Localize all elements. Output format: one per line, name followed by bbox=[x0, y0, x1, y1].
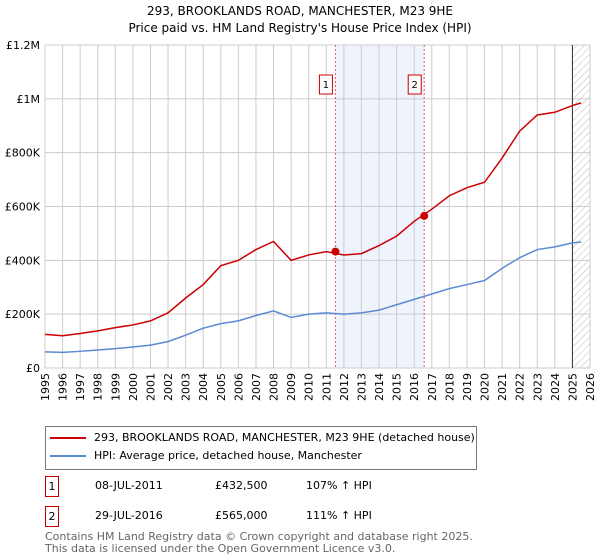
hpi-line bbox=[44, 241, 582, 354]
x-tick-label: 2020 bbox=[479, 373, 492, 401]
y-tick-label: £800K bbox=[5, 147, 41, 160]
x-tick-label: 2026 bbox=[584, 373, 597, 401]
y-tick-label: £0 bbox=[26, 362, 40, 375]
x-tick-label: 2014 bbox=[373, 373, 386, 401]
x-tick-label: 2005 bbox=[215, 373, 228, 401]
x-tick-label: 2013 bbox=[355, 373, 368, 401]
sale-label-box bbox=[407, 74, 422, 95]
x-tick-label: 2021 bbox=[496, 373, 509, 401]
sale-marker-1: 1 bbox=[45, 476, 59, 497]
y-tick-label: £1M bbox=[17, 93, 41, 106]
x-tick-label: 2012 bbox=[338, 373, 351, 401]
sale-date: 08-JUL-2011 bbox=[95, 479, 163, 492]
x-tick-label: 2009 bbox=[285, 373, 298, 401]
sale-marker-2: 2 bbox=[45, 506, 59, 527]
footer-line: Contains HM Land Registry data © Crown c… bbox=[45, 530, 473, 543]
sale-price: £432,500 bbox=[215, 479, 268, 492]
chart-title: 293, BROOKLANDS ROAD, MANCHESTER, M23 9H… bbox=[147, 4, 453, 18]
chart-subtitle: Price paid vs. HM Land Registry's House … bbox=[128, 21, 471, 35]
x-tick-label: 2007 bbox=[250, 373, 263, 401]
legend-item-hpi: HPI: Average price, detached house, Manc… bbox=[50, 449, 362, 462]
legend-label: HPI: Average price, detached house, Manc… bbox=[94, 449, 362, 462]
footer: Contains HM Land Registry data © Crown c… bbox=[45, 531, 473, 555]
x-tick-label: 2006 bbox=[232, 373, 245, 401]
x-tick-label: 2015 bbox=[391, 373, 404, 401]
x-tick-label: 2025 bbox=[566, 373, 579, 401]
sale-hpi: 111% ↑ HPI bbox=[306, 509, 372, 522]
legend-item-property: 293, BROOKLANDS ROAD, MANCHESTER, M23 9H… bbox=[50, 431, 475, 444]
sale-point bbox=[420, 211, 429, 220]
x-tick-label: 2011 bbox=[320, 373, 333, 401]
x-tick-label: 1996 bbox=[57, 373, 70, 401]
x-tick-label: 2002 bbox=[162, 373, 175, 401]
x-tick-label: 2023 bbox=[531, 373, 544, 401]
price-chart: 293, BROOKLANDS ROAD, MANCHESTER, M23 9H… bbox=[5, 4, 597, 401]
x-tick-label: 1995 bbox=[39, 373, 52, 401]
x-tick-label: 2022 bbox=[514, 373, 527, 401]
sale-label-box bbox=[318, 74, 333, 95]
y-tick-label: £200K bbox=[5, 308, 41, 321]
legend: 293, BROOKLANDS ROAD, MANCHESTER, M23 9H… bbox=[45, 426, 477, 470]
x-tick-label: 2019 bbox=[461, 373, 474, 401]
x-tick-label: 1999 bbox=[109, 373, 122, 401]
legend-swatch-hpi bbox=[50, 454, 86, 457]
x-tick-label: 2000 bbox=[127, 373, 140, 401]
x-tick-label: 2008 bbox=[268, 373, 281, 401]
sale-date: 29-JUL-2016 bbox=[95, 509, 163, 522]
legend-swatch-property bbox=[50, 436, 86, 439]
x-tick-label: 2017 bbox=[426, 373, 439, 401]
x-tick-label: 2016 bbox=[408, 373, 421, 401]
y-tick-label: £400K bbox=[5, 254, 41, 267]
sale-hpi: 107% ↑ HPI bbox=[306, 479, 372, 492]
x-tick-label: 2024 bbox=[549, 373, 562, 401]
x-tick-label: 2003 bbox=[180, 373, 193, 401]
y-tick-label: £1.2M bbox=[6, 39, 40, 52]
x-tick-label: 2010 bbox=[303, 373, 316, 401]
footer-line: This data is licensed under the Open Gov… bbox=[45, 542, 396, 555]
legend-label: 293, BROOKLANDS ROAD, MANCHESTER, M23 9H… bbox=[94, 431, 475, 444]
sale-label: 1 bbox=[323, 80, 329, 91]
x-tick-label: 2004 bbox=[197, 373, 210, 401]
x-tick-label: 2018 bbox=[443, 373, 456, 401]
sale-point bbox=[331, 247, 340, 256]
sale-price: £565,000 bbox=[215, 509, 268, 522]
x-tick-label: 1998 bbox=[92, 373, 105, 401]
x-tick-label: 1997 bbox=[74, 373, 87, 401]
y-tick-label: £600K bbox=[5, 201, 41, 214]
sale-label: 2 bbox=[412, 80, 418, 91]
x-tick-label: 2001 bbox=[144, 373, 157, 401]
property-price-line bbox=[44, 102, 582, 337]
